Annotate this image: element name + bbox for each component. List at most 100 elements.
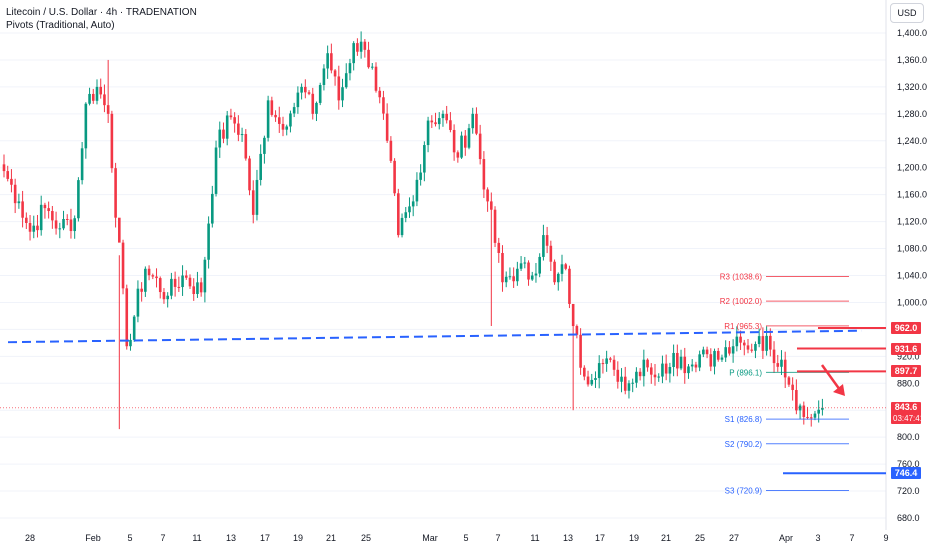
candle [118,217,121,430]
candle [389,136,393,163]
candle [642,349,646,387]
candle-body [769,335,772,350]
candle-body [731,346,735,354]
candle [672,344,675,377]
candle [750,343,754,353]
price-axis[interactable]: 680.0720.0760.0800.0840.0880.0920.0960.0… [897,28,927,523]
y-tick-label: 1,240.0 [897,136,927,146]
candle [91,88,95,104]
candle [475,107,478,136]
candle [780,350,783,375]
candle [106,59,110,124]
time-axis[interactable]: 28 Feb 5 7 11 13 17 19 21 25 Mar 5 7 11 13 17 19 21 25 27 Ap… [25,533,889,543]
candle-body [612,359,616,370]
candle [676,344,679,377]
indicator-title[interactable]: Pivots (Traditional, Auto) [6,20,115,31]
candle [716,347,720,362]
pivot-label-s3: S3 (720.9) [725,486,763,495]
grid-lines [0,0,887,530]
candle [597,355,601,389]
candle-body [549,245,553,262]
candle [277,106,281,133]
candle [274,110,277,122]
candle [214,140,218,197]
candle [638,368,642,381]
candle [579,328,582,375]
candle-body [761,336,765,351]
candle-body [456,152,460,158]
candle-body [88,93,91,104]
currency-button[interactable]: USD [890,3,924,23]
symbol-title[interactable]: Litecoin / U.S. Dollar · 4h · TRADENATIO… [6,7,197,18]
candle [490,192,493,327]
candle [664,354,668,381]
candle [229,108,233,120]
candle [516,261,519,286]
candle-body [821,407,824,410]
candle [266,95,270,142]
candle-body [28,222,32,232]
candle-body [664,363,668,374]
candle [742,339,746,356]
candle [47,201,50,219]
candle-body [43,204,47,209]
candle [471,107,475,134]
candle-body [103,94,106,106]
candle [2,154,6,178]
candle-body [25,217,28,223]
candle [333,69,337,86]
candle-body [281,123,285,130]
x-tick-label: 11 [530,533,539,543]
candle [196,271,199,298]
candle-body [341,87,344,101]
candle [132,314,136,342]
candle-body [516,268,519,282]
candle-body [51,211,54,221]
y-tick-label: 1,320.0 [897,82,927,92]
candle [103,84,106,113]
candle-body [106,105,110,114]
candles [2,31,824,430]
candle [594,371,597,388]
candle-body [91,93,95,101]
candle [173,271,177,297]
candle [787,376,791,387]
candle-body [716,350,720,360]
candle [404,207,408,223]
candle [575,324,579,339]
candle-body [646,359,649,368]
candle-body [809,417,813,419]
candle-body [259,153,262,180]
x-tick-label: Apr [779,533,793,543]
candle [549,240,553,272]
y-tick-label: 1,200.0 [897,163,927,173]
candle-body [694,364,698,368]
candle [251,180,255,224]
candle-body [545,235,549,246]
candle-body [560,264,564,274]
level-tag: 962.0 [891,322,921,335]
candle [437,112,441,130]
candle-body [426,120,430,146]
candle [772,341,776,373]
candle-body [374,66,378,91]
y-tick-label: 760.0 [897,459,920,469]
candle-body [620,376,623,382]
candle-body [705,349,709,355]
candle-body [248,158,251,191]
candle [374,62,378,93]
y-tick-label: 800.0 [897,432,920,442]
candle [184,270,188,280]
candle-body [780,359,783,367]
candle-body [787,377,791,385]
candle-body [754,344,757,351]
candle [382,90,385,120]
candle-body [233,117,236,124]
candle-body [649,367,653,375]
candle-body [590,379,594,385]
candle-body [430,120,434,123]
y-tick-label: 1,280.0 [897,109,927,119]
candle-body [393,160,396,194]
candle-body [475,113,478,134]
